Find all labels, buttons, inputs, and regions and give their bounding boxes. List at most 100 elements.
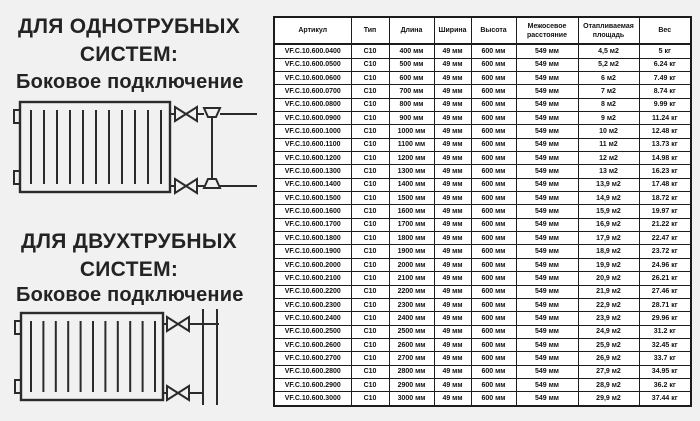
table-cell: 49 мм [433,257,472,273]
table-cell: 49 мм [433,324,472,339]
column-header: Длина [388,16,435,45]
table-cell: 600 мм [470,177,517,193]
table-row: VF.C.10.600.2000 C10 2000 мм 49 мм 600 мм 549… [273,257,692,273]
table-cell: 700 мм [388,84,435,99]
table-cell: 549 мм [515,324,579,339]
table-cell: C10 [350,71,390,86]
table-cell: 18,9 м2 [577,244,640,259]
table-cell: 600 мм [470,364,517,379]
table-cell: 600 мм [470,151,517,166]
table-cell: 1200 мм [388,151,435,166]
table-row: VF.C.10.600.0500 C10 500 мм 49 мм 600 мм 549 … [273,57,692,73]
table-cell: 27.46 кг [638,284,692,299]
table-cell: 49 мм [433,377,472,393]
table-cell: C10 [350,217,390,233]
table-cell: 549 мм [515,71,579,86]
table-cell: 2500 мм [388,324,435,339]
table-cell: 549 мм [515,164,579,179]
table-row: VF.C.10.600.1200 C10 1200 мм 49 мм 600 мм 549… [273,151,692,166]
table-cell: 549 мм [515,124,579,139]
table-cell: 549 мм [515,151,579,166]
table-cell: 2200 мм [388,284,435,299]
table-cell: 549 мм [515,271,579,286]
table-row: VF.C.10.600.1800 C10 1800 мм 49 мм 600 мм 549… [273,231,692,246]
table-cell: 1500 мм [388,191,435,206]
table-cell: 1000 мм [388,124,435,139]
table-cell: C10 [350,137,390,153]
table-row: VF.C.10.600.2400 C10 2400 мм 49 мм 600 мм 549… [273,311,692,326]
table-cell: VF.C.10.600.1900 [273,244,352,259]
table-cell: 549 мм [515,217,579,233]
table-cell: 600 мм [470,84,517,99]
table-cell: 549 мм [515,231,579,246]
table-row: VF.C.10.600.2800 C10 2800 мм 49 мм 600 мм 549… [273,364,692,379]
table-cell: 600 мм [470,324,517,339]
table-row: VF.C.10.600.0900 C10 900 мм 49 мм 600 мм 549 … [273,111,692,126]
table-row: VF.C.10.600.2200 C10 2200 мм 49 мм 600 мм 549… [273,284,692,299]
table-cell: 549 мм [515,204,579,219]
table-cell: VF.C.10.600.0800 [273,97,352,113]
table-cell: C10 [350,351,390,366]
table-cell: VF.C.10.600.1500 [273,191,352,206]
table-cell: 600 мм [470,57,517,73]
table-cell: 549 мм [515,111,579,126]
table-cell: 2700 мм [388,351,435,366]
table-cell: C10 [350,364,390,379]
table-cell: 6 м2 [577,71,640,86]
table-cell: 8.74 кг [638,84,692,99]
table-cell: 1400 мм [388,177,435,193]
table-cell: 2100 мм [388,271,435,286]
table-cell: 600 мм [470,337,517,353]
table-cell: C10 [350,124,390,139]
table-cell: 36.2 кг [638,377,692,393]
table-cell: 549 мм [515,364,579,379]
table-row: VF.C.10.600.1400 C10 1400 мм 49 мм 600 мм 549… [273,177,692,193]
table-row: VF.C.10.600.0700 C10 700 мм 49 мм 600 мм 549 … [273,84,692,99]
table-cell: 17,9 м2 [577,231,640,246]
table-cell: 600 мм [470,137,517,153]
table-cell: 549 мм [515,311,579,326]
table-cell: 1900 мм [388,244,435,259]
table-cell: 2900 мм [388,377,435,393]
table-cell: VF.C.10.600.2800 [273,364,352,379]
table-cell: 1300 мм [388,164,435,179]
table-cell: 549 мм [515,137,579,153]
table-cell: 29.96 кг [638,311,692,326]
section2-title: ДЛЯ ДВУХТРУБНЫХ СИСТЕМ: [0,228,258,284]
section2-title-line2: СИСТЕМ: [79,258,179,281]
table-row: VF.C.10.600.1900 C10 1900 мм 49 мм 600 мм 549… [273,244,692,259]
table-cell: 2000 мм [388,257,435,273]
table-cell: VF.C.10.600.2600 [273,337,352,353]
table-cell: 1700 мм [388,217,435,233]
table-cell: C10 [350,164,390,179]
table-cell: VF.C.10.600.1600 [273,204,352,219]
table-cell: 800 мм [388,97,435,113]
table-cell: C10 [350,191,390,206]
table-cell: 27,9 м2 [577,364,640,379]
table-cell: 549 мм [515,43,579,59]
table-cell: VF.C.10.600.2500 [273,324,352,339]
table-cell: 600 мм [470,124,517,139]
table-cell: 549 мм [515,244,579,259]
table-cell: 49 мм [433,137,472,153]
table-cell: 14,9 м2 [577,191,640,206]
table-cell: 49 мм [433,231,472,246]
table-cell: 7 м2 [577,84,640,99]
table-cell: 600 мм [470,284,517,299]
table-cell: 15,9 м2 [577,204,640,219]
table-cell: 49 мм [433,177,472,193]
table-cell: 13 м2 [577,164,640,179]
table-cell: 549 мм [515,284,579,299]
table-cell: 25,9 м2 [577,337,640,353]
table-cell: C10 [350,257,390,273]
riser-pipes [202,309,218,405]
table-cell: 600 мм [470,231,517,246]
table-cell: C10 [350,151,390,166]
table-cell: 549 мм [515,351,579,366]
table-row: VF.C.10.600.2700 C10 2700 мм 49 мм 600 мм 549… [273,351,692,366]
table-cell: VF.C.10.600.1700 [273,217,352,233]
radiator-fins [30,110,162,184]
radiator-fins [30,321,156,392]
table-cell: 49 мм [433,337,472,353]
table-cell: 600 мм [470,43,517,59]
